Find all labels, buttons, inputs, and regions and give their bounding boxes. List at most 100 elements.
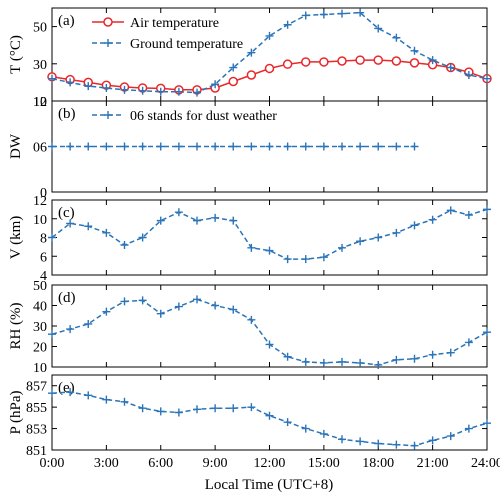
data-point — [48, 389, 56, 398]
data-point — [102, 142, 111, 151]
y-tick-label: 10 — [33, 95, 47, 110]
series-line — [51, 298, 488, 366]
data-point — [120, 142, 129, 151]
y-tick-label: 853 — [26, 423, 47, 438]
x-tick-label: 21:00 — [417, 456, 449, 471]
x-tick-label: 12:00 — [254, 456, 286, 471]
data-point — [229, 63, 238, 72]
panel-label: (c) — [58, 205, 75, 221]
y-tick-label: 06 — [33, 141, 47, 156]
data-point — [464, 211, 473, 219]
data-point — [102, 83, 111, 92]
data-point — [229, 142, 238, 151]
y-tick-label: 30 — [33, 320, 47, 335]
y-tick-label: 20 — [33, 341, 47, 356]
data-point — [356, 8, 365, 17]
data-point — [48, 330, 56, 339]
data-point — [211, 142, 220, 151]
data-point — [138, 404, 147, 413]
y-tick-label: 4 — [40, 269, 47, 284]
series-line — [51, 11, 488, 94]
data-point — [374, 360, 383, 369]
y-tick-label: 10 — [33, 361, 47, 376]
data-point — [66, 142, 75, 151]
y-tick-label: 855 — [26, 401, 47, 416]
data-point — [283, 20, 292, 29]
panel-label: (d) — [58, 290, 76, 306]
data-point — [211, 213, 220, 222]
legend-marker — [104, 111, 112, 119]
data-point — [156, 407, 165, 416]
y-axis-label: RH (%) — [8, 302, 24, 349]
data-point — [373, 55, 383, 65]
data-point — [282, 59, 293, 69]
y-tick-label: 857 — [26, 380, 47, 395]
panel-frame-4 — [51, 284, 488, 368]
data-point — [410, 46, 419, 55]
data-point — [265, 411, 274, 420]
legend-marker — [103, 17, 113, 27]
data-point — [410, 221, 419, 230]
data-point — [338, 142, 346, 151]
data-point — [319, 10, 328, 19]
data-point — [48, 74, 56, 83]
x-tick-label: 6:00 — [148, 456, 173, 471]
data-point — [356, 437, 365, 446]
x-tick-label: 0:00 — [40, 456, 65, 471]
data-point — [391, 56, 402, 66]
data-point — [464, 424, 473, 433]
x-tick-label: 24:00 — [471, 456, 500, 471]
y-tick-label: 12 — [33, 194, 47, 209]
panel-label: (e) — [58, 380, 75, 396]
data-point — [138, 86, 147, 95]
data-point — [446, 206, 455, 215]
data-point — [374, 24, 383, 33]
data-point — [174, 302, 183, 311]
data-point — [138, 233, 147, 242]
data-point — [483, 205, 491, 214]
data-point — [102, 228, 111, 237]
y-tick-label: 40 — [33, 300, 47, 315]
panel-label: (b) — [58, 106, 76, 122]
data-point — [428, 56, 437, 65]
y-tick-label: 50 — [33, 21, 47, 36]
y-tick-label: 10 — [33, 213, 47, 228]
data-point — [374, 233, 383, 242]
data-point — [120, 297, 129, 306]
data-point — [483, 74, 491, 83]
y-tick-label: 12 — [33, 95, 47, 110]
data-point — [319, 253, 328, 262]
data-point — [246, 70, 257, 80]
legend-label: Ground temperature — [130, 37, 243, 52]
data-point — [319, 142, 328, 151]
data-point — [247, 48, 256, 57]
data-point — [193, 216, 201, 225]
data-point — [283, 142, 292, 151]
data-point — [102, 307, 111, 316]
data-point — [211, 80, 220, 89]
data-point — [66, 325, 75, 334]
panel-label: (a) — [58, 13, 75, 29]
data-point — [283, 418, 292, 427]
data-point — [301, 424, 310, 433]
data-point — [84, 391, 93, 400]
data-point — [229, 305, 238, 314]
data-point — [247, 243, 256, 252]
data-point — [392, 33, 401, 42]
data-point — [138, 296, 147, 305]
legend-marker — [104, 39, 112, 47]
data-point — [301, 142, 310, 151]
data-point — [102, 395, 111, 404]
data-point — [84, 319, 93, 328]
data-point — [247, 315, 256, 324]
x-tick-label: 15:00 — [308, 456, 340, 471]
data-point — [356, 237, 365, 246]
data-point — [174, 142, 183, 151]
data-point — [301, 357, 310, 366]
data-point — [392, 355, 401, 364]
data-point — [138, 142, 147, 151]
data-point — [156, 216, 165, 225]
data-point — [48, 233, 56, 242]
data-point — [410, 354, 419, 363]
data-point — [464, 338, 473, 347]
